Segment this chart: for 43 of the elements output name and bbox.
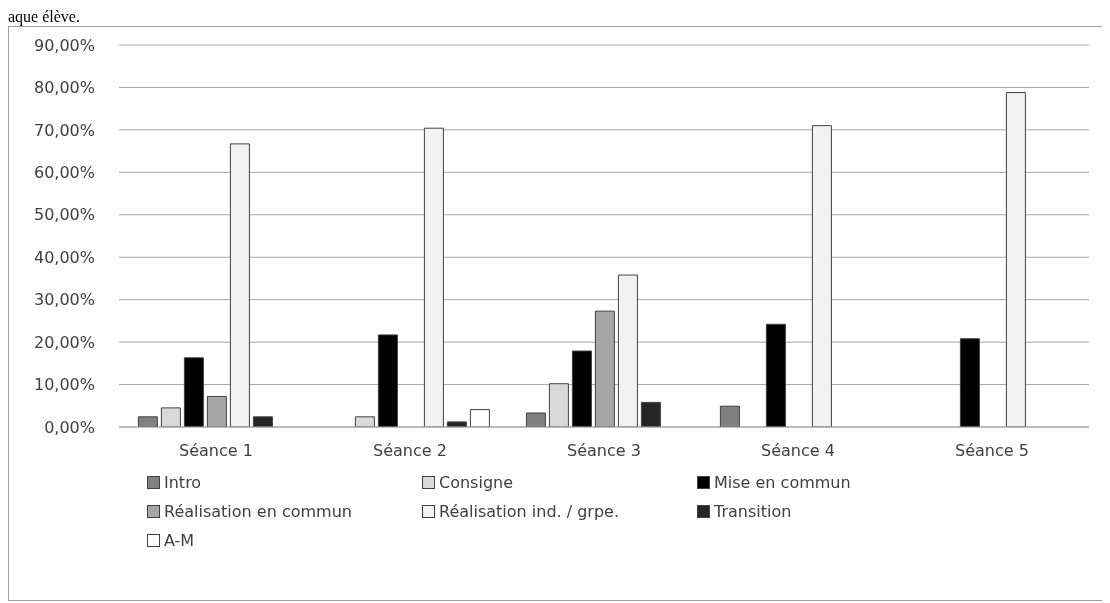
y-tick-label: 70,00% [33,120,95,140]
y-tick-label: 20,00% [33,332,95,352]
y-tick-label: 30,00% [33,290,95,310]
x-tick-label: Séance 1 [179,441,253,461]
bar [640,401,661,427]
x-tick-label: Séance 5 [955,441,1029,461]
bar [571,350,592,427]
bar [183,357,204,427]
bar [525,412,546,427]
legend-label: A-M [164,531,195,550]
bar [959,338,980,427]
bar [229,143,250,427]
bar [617,274,638,427]
x-tick-label: Séance 3 [567,441,641,461]
bar [469,409,490,427]
y-tick-label: 40,00% [33,247,95,267]
y-tick-label: 10,00% [33,375,95,395]
y-tick-label: 50,00% [33,205,95,225]
legend-label: Réalisation en commun [164,502,352,521]
bar [160,407,181,427]
bar [446,421,467,427]
legend-label: Réalisation ind. / grpe. [439,502,620,521]
bar [423,127,444,427]
bar [354,416,375,427]
legend-label: Consigne [439,473,514,492]
legend-label: Transition [714,502,792,521]
y-tick-label: 60,00% [33,163,95,183]
x-tick-label: Séance 2 [373,441,447,461]
bar [719,405,740,427]
legend-label: Intro [164,473,202,492]
bar [252,416,273,427]
bar [377,334,398,427]
y-tick-label: 90,00% [33,35,95,55]
y-tick-label: 0,00% [44,417,95,437]
legend-label: Mise en commun [714,473,851,492]
bar [765,323,786,427]
bar [137,416,158,427]
text: aque élève. [8,8,81,26]
bar [548,383,569,427]
bar [1005,92,1026,427]
bar [811,125,832,427]
x-tick-label: Séance 4 [761,441,835,461]
y-tick-label: 80,00% [33,78,95,98]
